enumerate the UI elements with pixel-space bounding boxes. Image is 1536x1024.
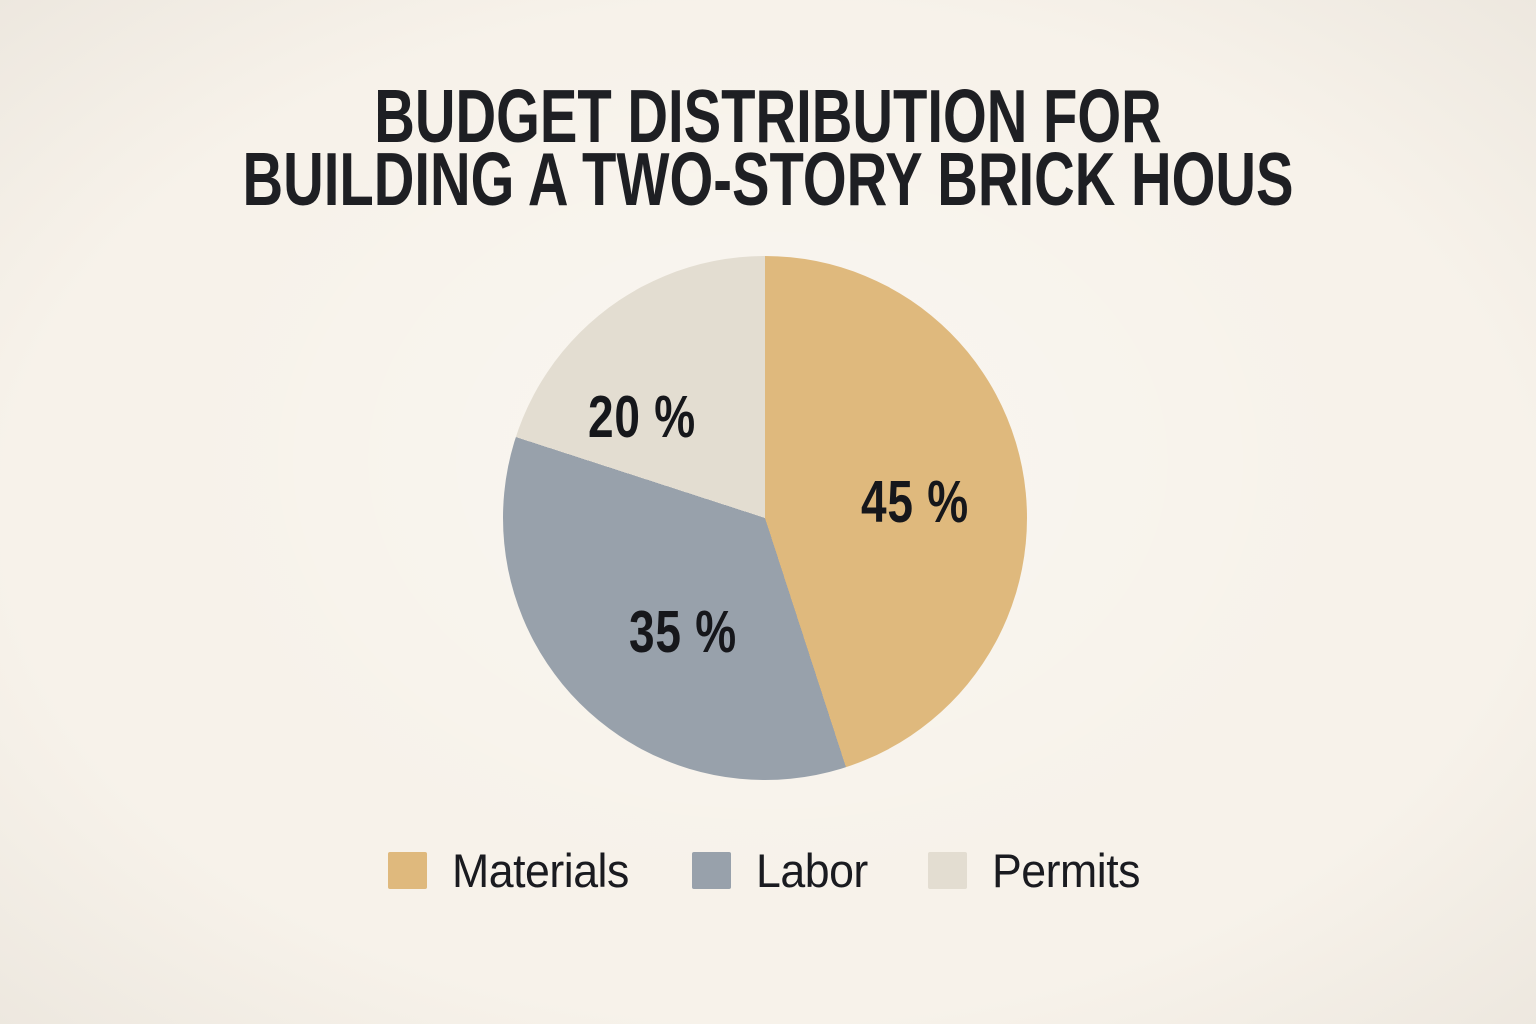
legend-label-materials: Materials xyxy=(452,844,630,897)
legend-swatch-materials-icon xyxy=(388,852,428,889)
pie-chart: 45 % 35 % 20 % xyxy=(503,256,1027,780)
legend-swatch-labor-icon xyxy=(692,852,732,889)
legend-item-permits: Permits xyxy=(928,843,1148,898)
legend-label-labor: Labor xyxy=(756,844,869,897)
legend-item-labor: Labor xyxy=(692,843,874,898)
legend-swatch-permits-icon xyxy=(928,852,968,889)
chart-title: BUDGET DISTRIBUTION FOR BUILDING A TWO-S… xyxy=(0,74,1536,221)
chart-title-line1: BUDGET DISTRIBUTION FOR xyxy=(374,74,1162,158)
legend-label-permits: Permits xyxy=(992,844,1141,897)
pie-slice-label-labor: 35 % xyxy=(628,599,738,665)
pie-slice-label-permits: 20 % xyxy=(587,384,697,450)
legend: Materials Labor Permits xyxy=(0,843,1536,898)
chart-title-line2: BUILDING A TWO-STORY BRICK HOUS xyxy=(242,137,1294,221)
legend-item-materials: Materials xyxy=(388,843,638,898)
pie-slice-label-materials: 45 % xyxy=(860,469,970,535)
